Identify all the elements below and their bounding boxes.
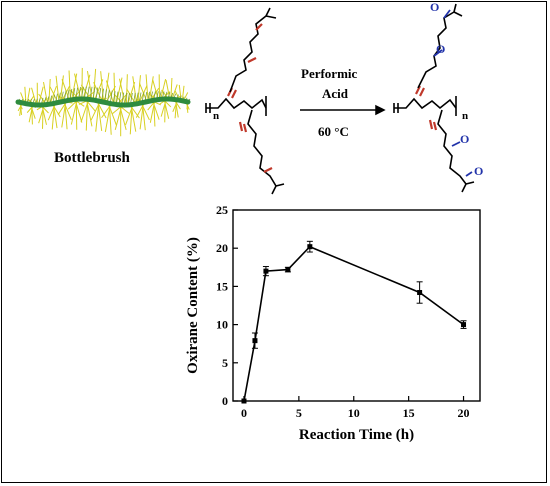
- x-tick-label: 10: [348, 406, 360, 420]
- brush-bristle: [127, 81, 136, 106]
- brush-bristle: [119, 78, 126, 106]
- plot-area-frame: [232, 209, 481, 402]
- brush-bristle: [24, 86, 27, 104]
- epoxide-oxygen-3: O: [460, 132, 470, 146]
- brush-bristle: [113, 72, 116, 105]
- brush-bristle: [160, 98, 167, 117]
- brush-bristle: [95, 101, 100, 132]
- brush-bristle: [43, 81, 49, 105]
- data-point: [417, 290, 423, 296]
- series-line: [243, 245, 464, 402]
- brush-bristle: [104, 103, 111, 133]
- data-point: [263, 268, 269, 274]
- repeat-subscript-left: n: [213, 110, 220, 122]
- temperature-condition: 60 °C: [318, 124, 349, 139]
- brush-bristle: [100, 71, 105, 103]
- y-tick-label: 15: [216, 279, 228, 293]
- y-tick-label: 25: [216, 203, 228, 217]
- brush-bristle: [115, 77, 123, 105]
- epoxide-oxygen-4: O: [474, 164, 484, 178]
- data-point: [307, 244, 313, 250]
- brush-bristle: [139, 102, 144, 130]
- repeat-subscript-right: n: [462, 110, 469, 122]
- brush-bristle: [171, 84, 178, 100]
- x-tick-label: 5: [296, 406, 302, 420]
- x-tick-label: 0: [241, 406, 247, 420]
- brush-bristle: [105, 80, 115, 105]
- reaction-arrow: [300, 104, 386, 116]
- brush-bristle: [101, 103, 112, 119]
- y-tick-label: 0: [222, 394, 228, 408]
- brush-bristle: [49, 86, 59, 103]
- brush-bristle: [68, 70, 71, 101]
- y-tick-label: 20: [216, 241, 228, 255]
- x-tick-label: 20: [458, 406, 470, 420]
- brush-bristle: [61, 100, 67, 128]
- brush-bristle: [80, 99, 90, 123]
- x-axis-label: Reaction Time (h): [299, 427, 414, 443]
- brush-bristle: [137, 75, 141, 104]
- data-point: [241, 398, 247, 404]
- y-tick-label: 5: [222, 356, 228, 370]
- brush-bristle: [132, 76, 138, 104]
- brush-bristle: [125, 104, 134, 126]
- brush-bristle: [38, 104, 45, 124]
- brush-bristle: [160, 78, 167, 100]
- polymer-right: [393, 3, 475, 193]
- polymer-left: [205, 7, 285, 195]
- brush-bristle: [93, 81, 103, 103]
- brush-bristle: [149, 99, 156, 123]
- brush-bristle: [86, 70, 93, 100]
- brush-bristle: [70, 99, 78, 125]
- brush-bristle: [61, 79, 70, 101]
- brush-bristle: [145, 74, 149, 102]
- data-point: [461, 322, 467, 328]
- data-point: [252, 338, 258, 344]
- y-tick-label: 10: [216, 318, 228, 332]
- reagent-label-line1: Performic: [301, 66, 358, 81]
- x-tick-label: 15: [403, 406, 415, 420]
- brush-bristle: [48, 78, 51, 105]
- bottlebrush-illustration: [15, 67, 191, 137]
- reagent-label-line2: Acid: [322, 86, 348, 101]
- brush-bristle: [31, 87, 37, 106]
- data-point: [285, 267, 291, 273]
- brush-bristle: [74, 73, 82, 100]
- epoxide-oxygen-1: O: [430, 0, 440, 14]
- brush-bristle: [170, 77, 173, 100]
- y-axis-label: Oxirane Content (%): [185, 237, 201, 374]
- brush-bristle: [114, 104, 123, 131]
- brush-backbone: [15, 96, 191, 108]
- brush-bristle: [55, 75, 60, 103]
- bottlebrush-label: Bottlebrush: [54, 150, 130, 166]
- brush-bristle: [90, 101, 101, 121]
- brush-bristle: [49, 85, 57, 105]
- brush-bristle: [28, 104, 34, 123]
- brush-bristle: [47, 102, 57, 121]
- epoxide-oxygen-2: O: [436, 42, 446, 56]
- brush-bristle: [181, 85, 185, 101]
